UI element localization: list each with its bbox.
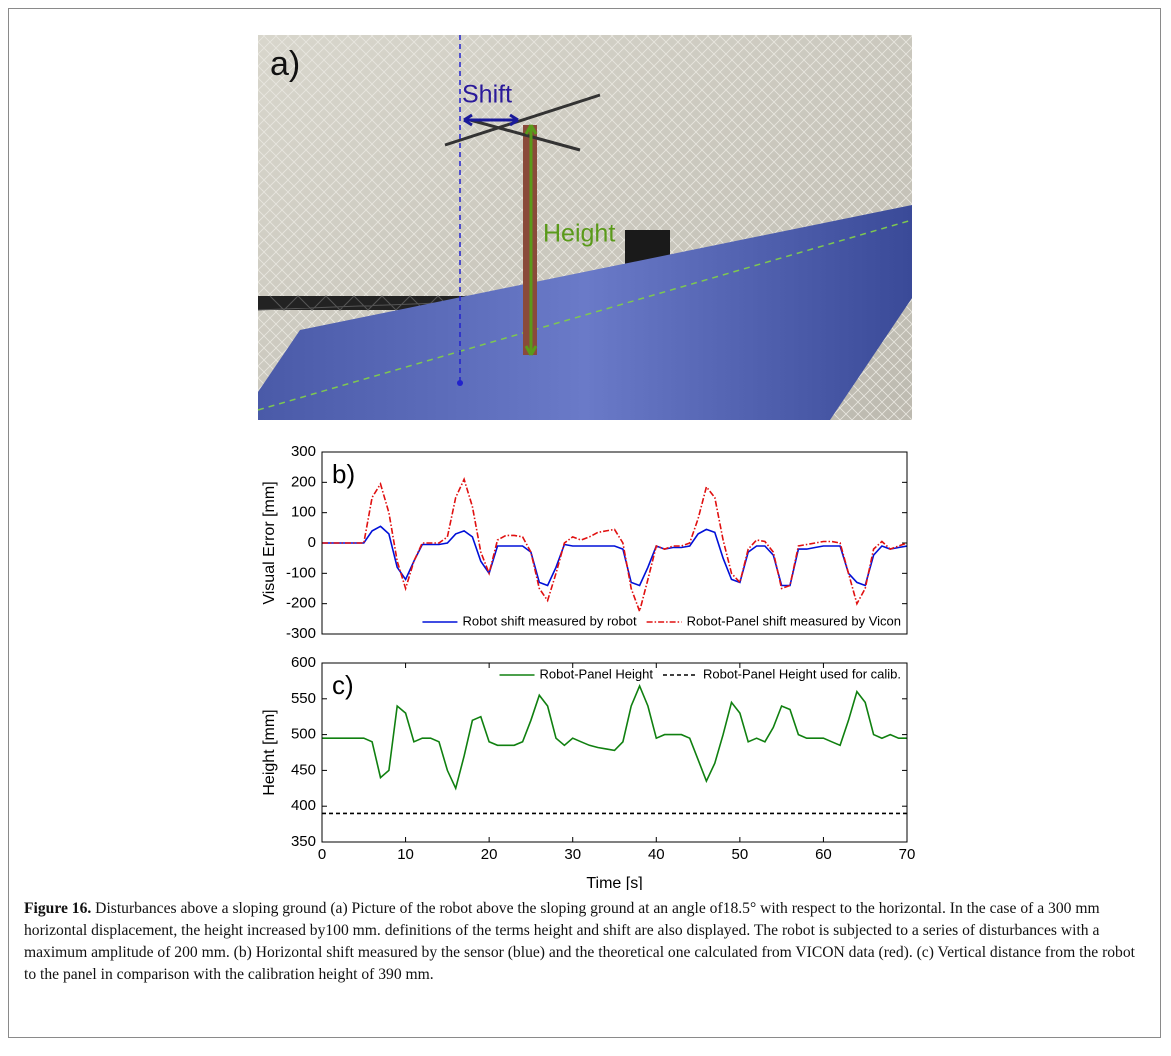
- y-tick-label: 400: [291, 797, 316, 814]
- y-tick-label: 300: [291, 443, 316, 460]
- y-tick-label: 500: [291, 726, 316, 743]
- caption-text: Disturbances above a sloping ground (a) …: [24, 900, 1135, 983]
- x-tick-label: 60: [815, 846, 832, 863]
- plot-frame: [321, 662, 908, 843]
- y-tick-label: 350: [291, 833, 316, 850]
- y-axis-label: Visual Error [mm]: [261, 481, 278, 604]
- x-tick-label: 20: [481, 846, 498, 863]
- y-tick-label: 550: [291, 690, 316, 707]
- legend-label: Robot shift measured by robot: [462, 613, 637, 628]
- legend-label: Robot-Panel Height: [540, 666, 654, 681]
- height-label: Height: [543, 220, 615, 248]
- series-line: [322, 683, 907, 791]
- shift-label: Shift: [462, 81, 512, 109]
- caption-label: Figure 16.: [24, 900, 92, 917]
- caption: Figure 16. Disturbances above a sloping …: [24, 898, 1149, 986]
- legend-label: Robot-Panel shift measured by Vicon: [687, 613, 901, 628]
- y-tick-label: -100: [286, 564, 316, 581]
- x-axis-label: Time [s]: [586, 875, 642, 890]
- y-tick-label: 0: [308, 534, 316, 551]
- figure: a) Shift Height -300-200-1000100200300b)…: [257, 35, 916, 890]
- x-tick-label: 50: [732, 846, 749, 863]
- plot-frame: [321, 451, 908, 635]
- y-axis-label: Height [mm]: [261, 709, 278, 795]
- y-tick-label: -200: [286, 595, 316, 612]
- series-line: [322, 477, 907, 614]
- panel-label: c): [332, 670, 354, 700]
- panel-label: b): [332, 459, 355, 489]
- x-tick-label: 10: [397, 846, 414, 863]
- x-tick-label: 0: [318, 846, 326, 863]
- y-tick-label: 600: [291, 654, 316, 671]
- y-tick-label: 100: [291, 504, 316, 521]
- x-tick-label: 30: [564, 846, 581, 863]
- y-tick-label: 450: [291, 761, 316, 778]
- y-tick-label: 200: [291, 473, 316, 490]
- photo-label: a): [270, 45, 300, 83]
- x-tick-label: 40: [648, 846, 665, 863]
- figure-frame: [8, 8, 1161, 1038]
- x-tick-label: 70: [899, 846, 916, 863]
- series-line: [322, 525, 907, 587]
- y-tick-label: -300: [286, 625, 316, 642]
- legend-label: Robot-Panel Height used for calib.: [703, 666, 901, 681]
- photo: a) Shift Height: [257, 35, 913, 420]
